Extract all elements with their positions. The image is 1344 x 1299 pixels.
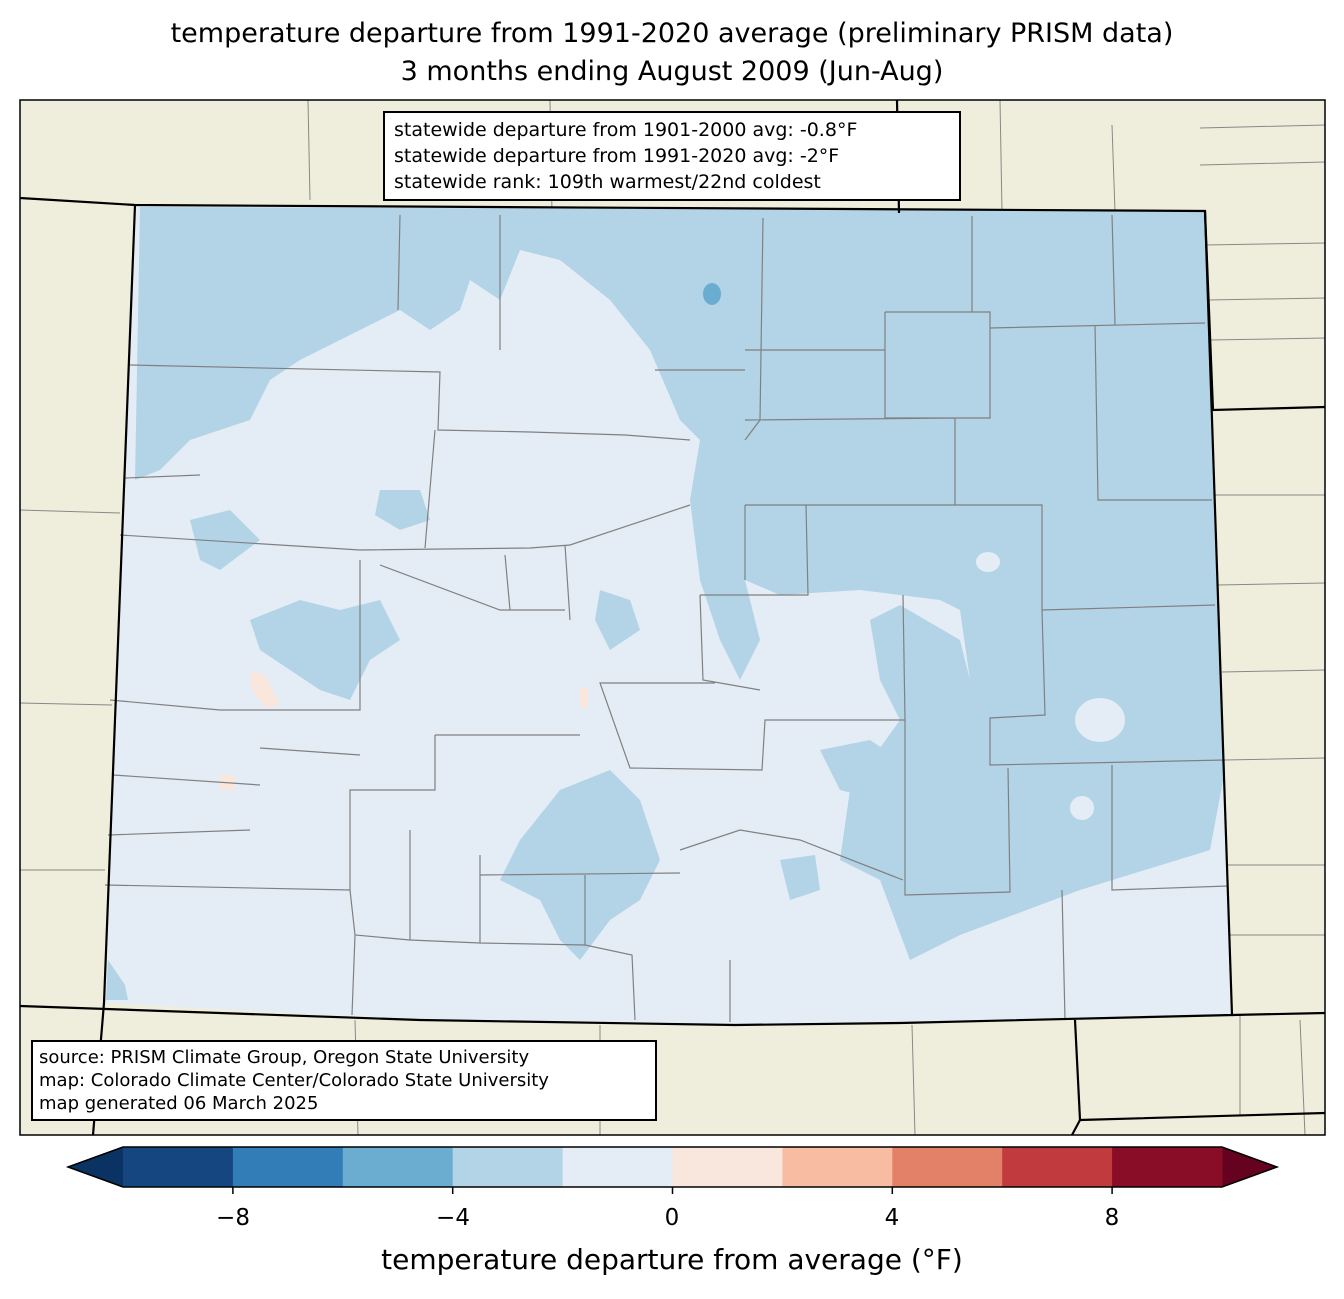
colorbar-bin — [342, 1147, 454, 1187]
below-average-regions — [106, 207, 1225, 1000]
colorbar-outline — [65, 1146, 1280, 1188]
colorbar-bin — [892, 1147, 1003, 1187]
stat-departure-1901-2000: statewide departure from 1901-2000 avg: … — [394, 119, 858, 141]
colorbar-under-extension — [68, 1147, 123, 1187]
colorbar-tick-label: −8 — [216, 1205, 250, 1231]
credit-map: map: Colorado Climate Center/Colorado St… — [39, 1070, 549, 1091]
colorbar-tick-label: 8 — [1104, 1205, 1120, 1231]
statewide-stats-box: statewide departure from 1901-2000 avg: … — [383, 111, 961, 201]
colorbar-bin — [672, 1147, 783, 1187]
credits-box: source: PRISM Climate Group, Oregon Stat… — [31, 1040, 657, 1121]
cooler-spot — [703, 283, 721, 305]
map-frame — [19, 99, 1326, 1136]
credit-generated: map generated 06 March 2025 — [39, 1093, 319, 1114]
colorbar-bin — [232, 1147, 344, 1187]
stat-departure-1991-2020: statewide departure from 1991-2020 avg: … — [394, 145, 840, 167]
colorbar-tick-label: −4 — [436, 1205, 470, 1231]
stat-rank: statewide rank: 109th warmest/22nd colde… — [394, 171, 821, 193]
map-title: temperature departure from 1991-2020 ave… — [170, 18, 1174, 49]
colorbar-tick-label: 4 — [884, 1205, 900, 1231]
map-subtitle: 3 months ending August 2009 (Jun-Aug) — [400, 56, 944, 87]
colorbar — [65, 1146, 1280, 1194]
colorbar-bin — [123, 1147, 234, 1187]
colorbar-label: temperature departure from average (°F) — [381, 1243, 963, 1276]
colorbar-bin — [1112, 1147, 1223, 1187]
county-boundaries — [104, 214, 1229, 1022]
colorbar-bin — [562, 1147, 673, 1187]
near-average-pockets — [976, 552, 1125, 820]
colorbar-bin — [1002, 1147, 1113, 1187]
colorbar-over-extension — [1222, 1147, 1277, 1187]
credit-source: source: PRISM Climate Group, Oregon Stat… — [39, 1047, 530, 1068]
colorbar-bin — [782, 1147, 893, 1187]
colorbar-bin — [452, 1147, 564, 1187]
colorbar-tick-label: 0 — [664, 1205, 680, 1231]
